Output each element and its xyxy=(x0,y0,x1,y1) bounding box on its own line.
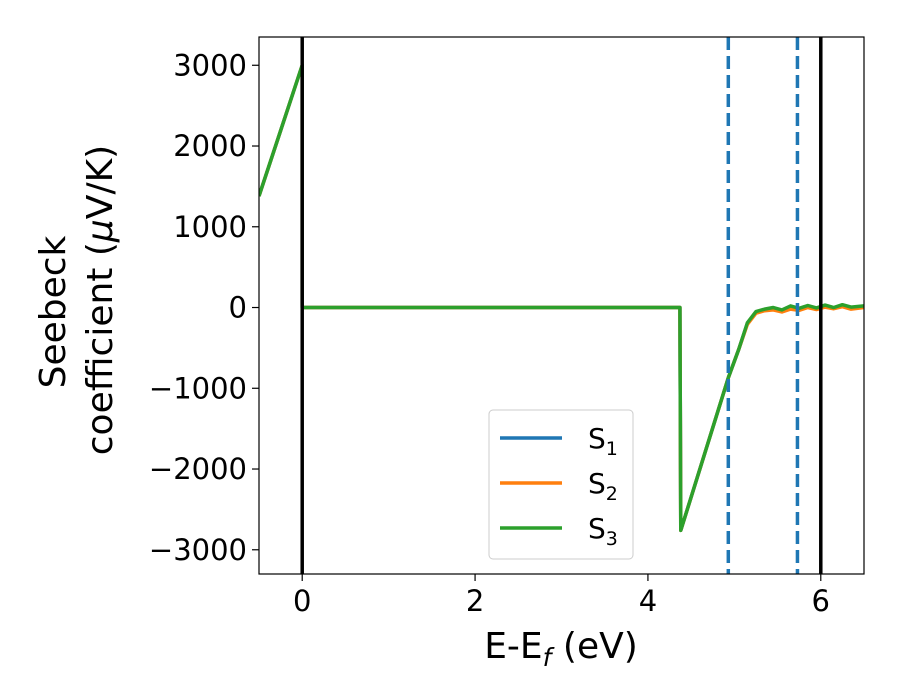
x-tick-label: 0 xyxy=(293,584,311,618)
plot-frame xyxy=(258,36,865,575)
y-tick-label: 2000 xyxy=(173,129,247,163)
x-tick-label: 2 xyxy=(466,584,484,618)
x-axis-label-unit: (eV) xyxy=(551,626,637,667)
x-axis-label-main: E-E xyxy=(484,626,542,667)
y-tick-label: 1000 xyxy=(173,210,247,244)
y-tick-label: −2000 xyxy=(149,452,247,486)
series-line-s3 xyxy=(259,63,864,533)
y-tick-label: 3000 xyxy=(173,48,247,82)
legend-label-s3: S3 xyxy=(588,512,618,550)
y-tick-label: −3000 xyxy=(149,533,247,567)
y-axis-label-greek: μ xyxy=(80,219,121,243)
y-axis-label-suffix: V/K) xyxy=(80,145,121,219)
x-axis-label: E-Ef (eV) xyxy=(484,626,638,672)
x-tick-label: 4 xyxy=(639,584,657,618)
x-tick-label: 6 xyxy=(812,584,830,618)
legend-label-s1: S1 xyxy=(588,422,618,460)
y-axis-label-line1: Seebeck xyxy=(33,235,74,388)
legend: S1 S2 S3 xyxy=(488,409,634,560)
y-tick-label: 0 xyxy=(229,291,247,325)
y-tick-label: −1000 xyxy=(149,371,247,405)
legend-label-s2: S2 xyxy=(588,467,618,505)
y-axis-label-line2: coefficient (μV/K) xyxy=(80,145,121,455)
y-axis-label-prefix: coefficient ( xyxy=(80,242,121,455)
